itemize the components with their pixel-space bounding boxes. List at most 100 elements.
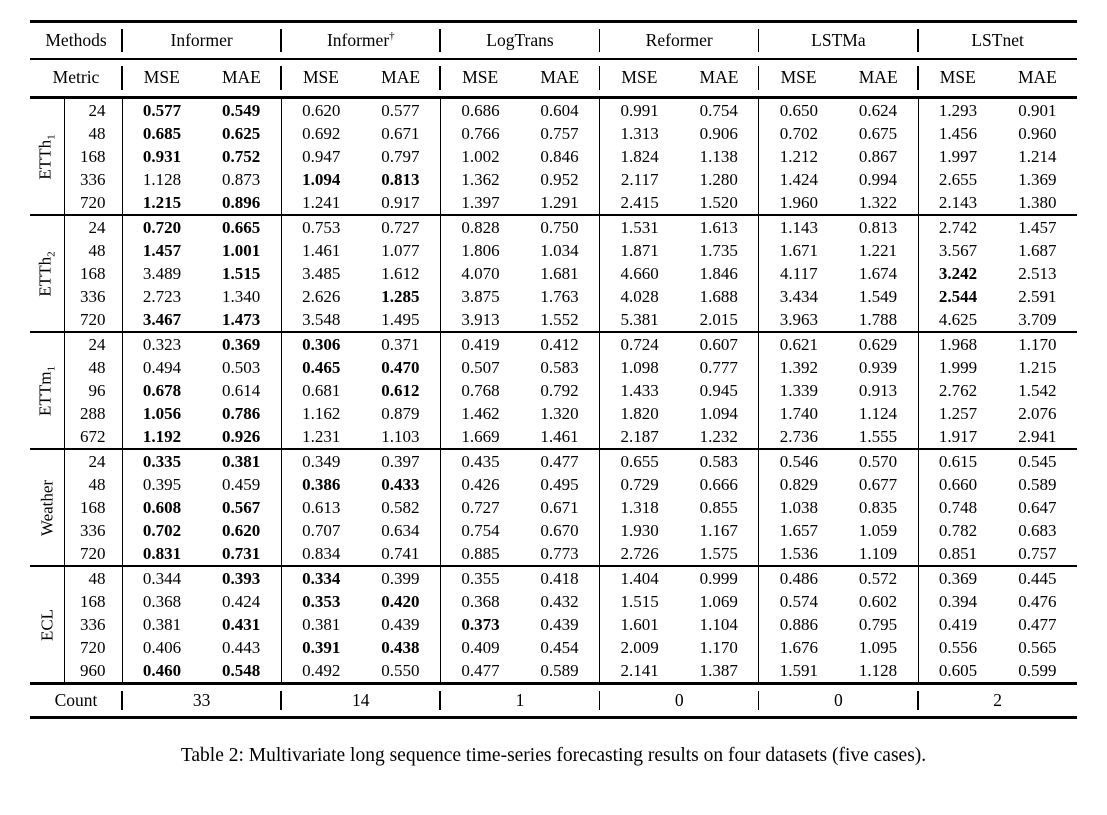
value-cell: 2.655 [917,168,998,191]
value-cell: 0.750 [520,214,600,239]
horizon-cell: 24 [64,448,122,473]
value-cell: 0.589 [1018,475,1057,494]
value-cell: 1.280 [699,170,738,189]
value-cell: 1.657 [758,519,839,542]
value-cell: 0.368 [439,590,520,613]
value-cell: 1.871 [599,239,680,262]
value-cell: 0.792 [540,381,579,400]
value-cell: 0.577 [360,96,441,122]
value-cell: 0.885 [439,542,520,566]
dataset-label-etth2: ETTh2 [30,214,65,332]
value-cell: 0.931 [121,145,202,168]
metric-header-mae-informer: MAE [201,59,282,99]
value-cell: 1.917 [917,425,998,449]
value-cell: 0.655 [599,448,680,473]
value-cell: 1.997 [917,145,998,168]
value-cell: 1.038 [758,496,839,519]
method-header-informer-dagger: Informer† [280,21,441,60]
value-cell: 2.076 [1018,404,1057,423]
value-cell: 2.941 [1018,427,1057,446]
value-cell: 1.362 [439,168,520,191]
value-cell: 2.591 [1018,287,1057,306]
value-cell: 1.495 [381,310,420,329]
value-cell: 0.323 [121,331,202,356]
value-cell: 0.939 [858,358,898,377]
metric-header-mae-lstnet: MAE [997,59,1078,99]
value-cell: 0.613 [280,496,361,519]
value-cell: 0.670 [540,521,579,540]
value-cell: 0.477 [520,448,600,473]
value-cell: 0.614 [222,381,261,400]
value-cell: 1.103 [381,427,420,446]
value-cell: 3.709 [1018,310,1057,329]
value-cell: 1.542 [1018,381,1057,400]
value-cell: 0.353 [280,590,361,613]
horizon-cell: 168 [80,264,106,283]
value-cell: 1.387 [699,661,738,680]
value-cell: 0.426 [439,473,520,496]
metric-header-mae-informer-dagger: MAE [360,59,441,99]
value-cell: 0.454 [540,638,579,657]
value-cell: 0.831 [121,542,202,566]
value-cell: 0.834 [280,542,361,566]
value-cell: 1.676 [758,636,839,659]
value-cell: 4.660 [599,262,680,285]
horizon-cell: 720 [80,310,106,329]
value-cell: 2.762 [917,379,998,402]
value-cell: 0.583 [540,358,579,377]
value-cell: 0.621 [758,331,839,356]
dagger-icon: † [389,30,395,43]
value-cell: 1.322 [858,193,898,212]
value-cell: 3.485 [280,262,361,285]
value-cell: 1.392 [758,356,839,379]
value-cell: 1.001 [222,241,261,260]
value-cell: 0.607 [679,331,759,356]
value-cell: 0.913 [858,381,898,400]
value-cell: 1.457 [121,239,202,262]
value-cell: 0.629 [838,331,918,356]
value-cell: 1.612 [381,264,420,283]
value-cell: 1.669 [439,425,520,449]
dataset-subscript: 1 [45,133,58,140]
value-cell: 0.660 [917,473,998,496]
value-cell: 1.930 [599,519,680,542]
value-cell: 0.620 [280,96,361,122]
value-cell: 1.109 [858,544,898,563]
value-cell: 1.515 [599,590,680,613]
value-cell: 2.415 [599,191,680,215]
method-header-informer: Informer [120,21,282,60]
horizon-cell: 48 [88,475,106,494]
dataset-label-text: ETTh1 [35,133,58,180]
value-cell: 1.313 [599,122,680,145]
horizon-cell: 48 [88,241,106,260]
value-cell: 2.143 [917,191,998,215]
value-cell: 3.489 [121,262,202,285]
value-cell: 0.435 [439,448,520,473]
value-cell: 0.917 [381,193,420,212]
value-cell: 0.570 [838,448,918,473]
value-cell: 1.462 [439,402,520,425]
value-cell: 1.461 [280,239,361,262]
value-cell: 1.681 [540,264,579,283]
horizon-cell: 336 [80,521,106,540]
horizon-cell: 720 [80,193,106,212]
value-cell: 1.212 [758,145,839,168]
value-cell: 0.707 [280,519,361,542]
value-cell: 2.015 [699,310,738,329]
value-cell: 1.555 [858,427,898,446]
value-cell: 0.393 [201,565,282,590]
value-cell: 1.824 [599,145,680,168]
value-cell: 4.117 [758,262,839,285]
value-cell: 1.735 [699,241,738,260]
value-cell: 0.754 [439,519,520,542]
metric-header-mae-logtrans: MAE [520,59,600,99]
value-cell: 0.443 [222,638,261,657]
value-cell: 0.777 [699,358,738,377]
value-cell: 0.665 [201,214,282,239]
value-cell: 1.215 [1018,358,1057,377]
value-cell: 0.439 [540,615,579,634]
dataset-label-text: ECL [37,608,57,641]
horizon-cell: 24 [64,214,122,239]
value-cell: 0.438 [381,638,420,657]
value-cell: 0.828 [439,214,520,239]
